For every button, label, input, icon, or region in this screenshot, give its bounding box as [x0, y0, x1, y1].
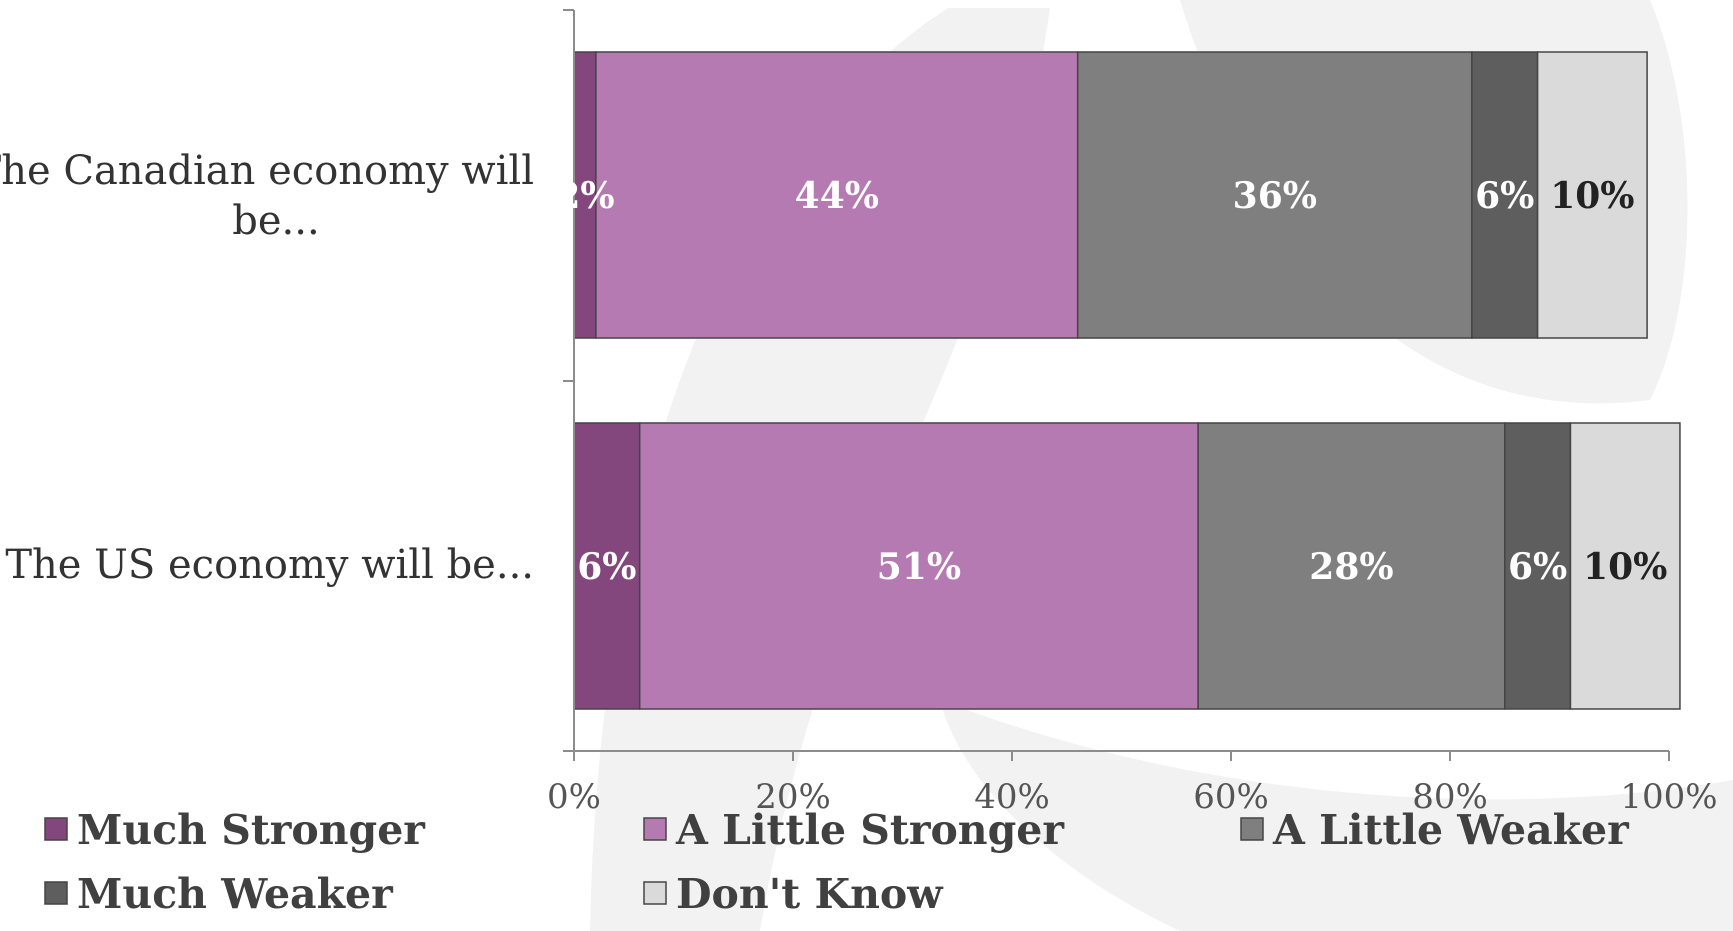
bar-segment: [595, 51, 1079, 339]
bar-segment: [1076, 51, 1473, 339]
bar-segment: [638, 422, 1199, 710]
category-label: The US economy will be...: [5, 542, 534, 588]
data-label: 6%: [577, 546, 636, 588]
legend-label: A Little Weaker: [1272, 806, 1630, 854]
x-tick-label: 0%: [547, 777, 601, 817]
bar-segment: [1569, 422, 1681, 710]
bar-segment: [1504, 422, 1572, 710]
legend-swatch: [44, 881, 68, 905]
legend-swatch: [44, 817, 68, 841]
legend-label: Don't Know: [676, 870, 944, 918]
bars: [573, 51, 1681, 710]
labels: 2% 44% 36% 6% 10% 6% 51% 28% 6% 10% 0% 20% 40% 60% 80%…: [0, 148, 1718, 817]
x-tick-label: 40%: [974, 777, 1050, 817]
category-label: The Canadian economy will: [0, 148, 534, 194]
data-label: 10%: [1550, 175, 1634, 217]
data-label: 6%: [1508, 546, 1567, 588]
watermark-arc-bottom: [940, 700, 1733, 931]
data-label: 28%: [1309, 546, 1393, 588]
bar-segment: [1536, 51, 1648, 339]
legend-swatch: [643, 881, 667, 905]
legend-label: Much Stronger: [77, 806, 426, 854]
legend-swatch: [1240, 817, 1264, 841]
legend-label: A Little Stronger: [675, 806, 1065, 854]
data-label: 44%: [795, 175, 879, 217]
legend-swatch: [643, 817, 667, 841]
data-label: 6%: [1475, 175, 1534, 217]
legend: Much Stronger A Little Stronger A Little W…: [44, 806, 1630, 918]
data-label: 36%: [1233, 175, 1317, 217]
category-label: be...: [232, 198, 319, 244]
x-tick-label: 80%: [1412, 777, 1488, 817]
bar-segment: [573, 422, 641, 710]
legend-label: Much Weaker: [77, 870, 394, 918]
bar-segment: [1471, 51, 1539, 339]
data-label: 2%: [555, 175, 614, 217]
x-tick-label: 20%: [755, 777, 831, 817]
x-tick-label: 60%: [1193, 777, 1269, 817]
bar-segment: [1197, 422, 1506, 710]
axes: [563, 9, 1670, 761]
data-label: 10%: [1583, 546, 1667, 588]
data-label: 51%: [877, 546, 961, 588]
x-tick-label: 100%: [1620, 777, 1717, 817]
